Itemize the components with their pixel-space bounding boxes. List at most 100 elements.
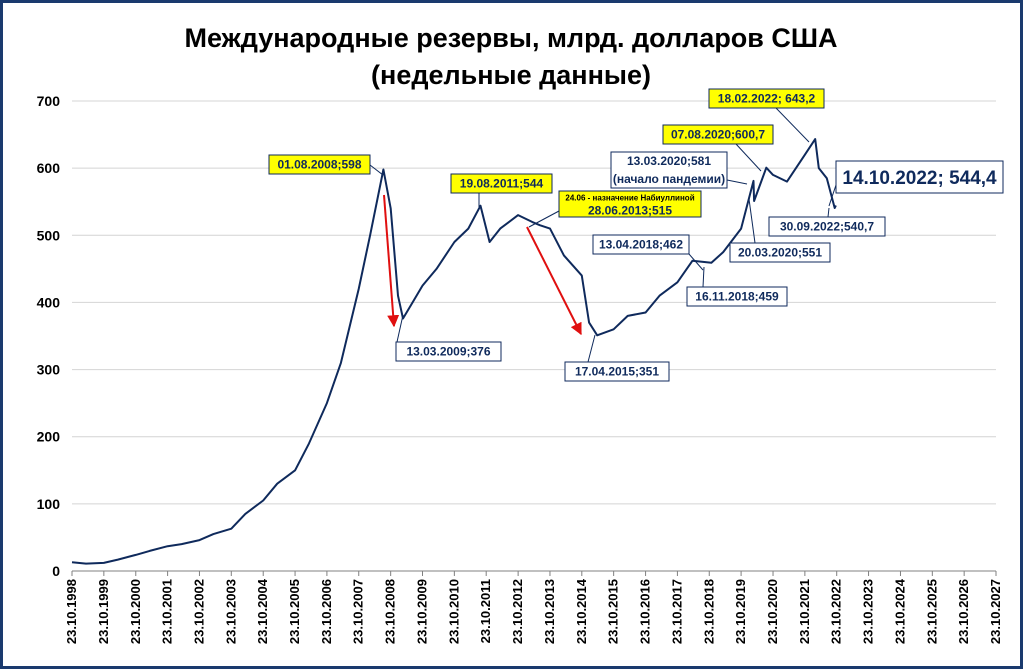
x-tick-label: 23.10.2003 [223,579,238,644]
annotation-2018a-box [592,234,690,255]
x-tick-label: 23.10.1998 [64,579,79,644]
annotation-2018b-box [686,286,788,307]
chart-title-line-2: (недельные данные) [371,60,651,90]
y-tick-label: 400 [37,294,61,310]
annotation-2020a-leader [726,179,748,185]
annotation-2013-leader [528,210,560,228]
x-tick-label: 23.10.2016 [638,579,653,644]
annotation-2013-text: 24.06 - назначение Набиуллиной [565,194,694,203]
annotation-2022a-box [708,88,825,109]
annotations: 01.08.2008;598 13.03.2009;376 19.08.2011;5… [268,88,1004,382]
x-tick-label: 23.10.2005 [287,579,302,644]
annotation-2022b-leader [827,207,830,218]
annotation-2022b: 30.09.2022;540,7 [768,207,886,237]
annotation-2018a-leader [688,253,704,271]
y-axis-ticks: 0 100 200 300 400 500 600 700 [37,93,61,579]
annotation-2018b-text: 16.11.2018;459 [695,290,779,304]
x-tick-label: 23.10.2020 [765,579,780,644]
x-tick-label: 23.10.2013 [542,579,557,644]
annotation-2022c-text: 14.10.2022; 544,4 [842,168,997,189]
x-tick-label: 23.10.2027 [988,579,1003,644]
annotation-2020c-text: 07.08.2020;600,7 [671,128,765,142]
plot-area [71,138,837,565]
annotation-2015-low: 17.04.2015;351 [564,334,670,382]
x-tick-label: 23.10.2015 [606,579,621,644]
annotation-2015-low-leader [587,334,596,363]
x-tick-label: 23.10.2009 [415,579,430,644]
line-chart: Международные резервы, млрд. долларов СШ… [37,23,1004,644]
y-tick-label: 600 [37,160,61,176]
y-tick-label: 500 [37,227,61,243]
annotation-2022c-box [835,160,1004,194]
annotation-2009-low-leader [396,314,404,343]
x-tick-label: 23.10.2011 [478,579,493,643]
y-tick-label: 100 [37,496,61,512]
annotation-2022c-leader [828,184,837,207]
x-tick-label: 23.10.2007 [351,579,366,644]
annotation-2020a-box [610,151,728,189]
annotation-2020a-text: 13.03.2020;581 [627,154,711,168]
x-tick-label: 23.10.2000 [128,579,143,644]
reserves-series-line [71,138,837,565]
annotation-2020a: 13.03.2020;581 (начало пандемии) [610,151,748,189]
annotation-2008-peak: 01.08.2008;598 [268,154,384,176]
annotation-2022a-text: 18.02.2022; 643,2 [718,92,816,106]
annotation-2022a-leader [775,107,810,143]
annotation-2018b-leader [702,266,705,288]
x-tick-label: 23.10.2017 [669,579,684,644]
x-tick-label: 23.10.2004 [255,578,270,644]
annotation-2008-peak-leader [369,164,384,176]
annotation-2015-low-text: 17.04.2015;351 [575,365,659,379]
annotation-2022b-text: 30.09.2022;540,7 [780,220,874,234]
annotation-2020b-leader [748,198,756,244]
annotation-2011-peak-text: 19.08.2011;544 [460,177,544,191]
x-tick-label: 23.10.2002 [191,579,206,644]
annotation-2013: 24.06 - назначение Набиуллиной28.06.2013… [528,190,702,228]
x-tick-label: 23.10.2019 [733,579,748,644]
annotation-2020a-text: (начало пандемии) [613,172,725,186]
decline-arrow-2014 [526,226,582,336]
annotation-2013-text: 28.06.2013;515 [588,204,672,218]
x-tick-label: 23.10.2008 [383,579,398,644]
x-tick-label: 23.10.2025 [924,579,939,644]
annotation-2011-peak-box [450,173,553,194]
x-tick-label: 23.10.2026 [956,579,971,644]
x-axis: 23.10.1998 23.10.1999 23.10.2000 23.10.2001… [64,570,1003,644]
annotation-2020c-leader [735,143,762,172]
y-tick-label: 0 [52,563,60,579]
x-tick-label: 23.10.2001 [160,579,175,644]
annotation-2020c: 07.08.2020;600,7 [662,124,774,172]
annotation-2015-low-box [564,361,670,382]
annotation-2009-low-box [395,341,502,362]
annotation-2011-peak: 19.08.2011;544 [450,173,553,207]
x-tick-label: 23.10.2010 [446,579,461,644]
annotation-2020b-text: 20.03.2020;551 [738,246,822,260]
annotation-2009-low: 13.03.2009;376 [395,314,502,362]
annotation-2020b-box [729,242,831,263]
annotation-2022c: 14.10.2022; 544,4 [828,160,1004,207]
annotation-2022a: 18.02.2022; 643,2 [708,88,825,143]
annotation-2018a-text: 13.04.2018;462 [599,238,683,252]
x-tick-label: 23.10.2006 [319,579,334,644]
x-tick-label: 23.10.2023 [861,579,876,644]
y-tick-label: 300 [37,362,61,378]
x-tick-label: 23.10.1999 [96,579,111,644]
annotation-2008-peak-box [268,154,371,175]
annotation-2022b-box [768,216,886,237]
decline-arrow-2008 [383,194,400,328]
chart-title-line-1: Международные резервы, млрд. долларов СШ… [184,23,837,53]
annotation-2008-peak-text: 01.08.2008;598 [277,158,361,172]
x-tick-label: 23.10.2012 [510,579,525,644]
annotation-2018b: 16.11.2018;459 [686,266,788,307]
x-tick-label: 23.10.2021 [797,579,812,644]
annotation-2020b: 20.03.2020;551 [729,198,831,263]
y-tick-label: 700 [37,93,61,109]
x-tick-label: 23.10.2022 [829,579,844,644]
x-tick-label: 23.10.2018 [701,579,716,644]
annotation-2018a: 13.04.2018;462 [592,234,704,271]
x-tick-label: 23.10.2024 [892,578,907,644]
y-tick-label: 200 [37,429,61,445]
annotation-2009-low-text: 13.03.2009;376 [406,345,490,359]
annotation-2020c-box [662,124,774,145]
